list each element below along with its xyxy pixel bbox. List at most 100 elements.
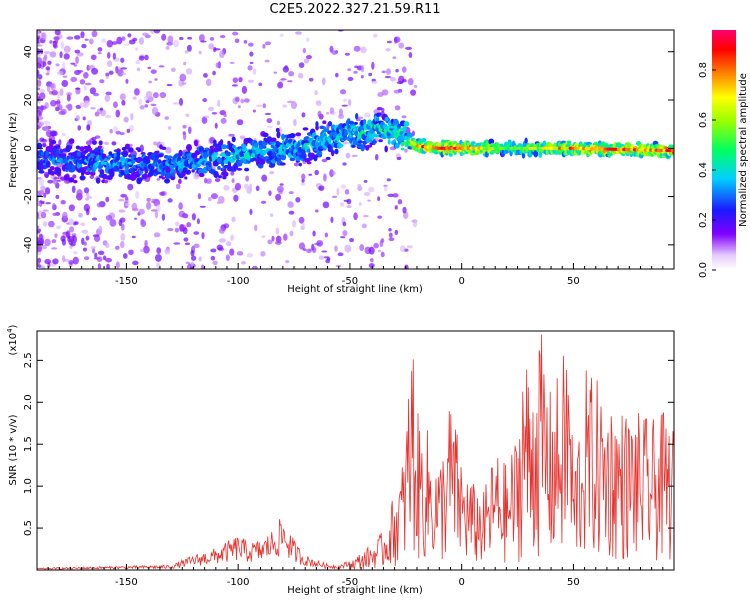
spectrogram-noise-blob xyxy=(37,231,41,234)
spectrogram-ridge-blob xyxy=(357,140,364,144)
spectrogram-noise-blob xyxy=(342,162,347,166)
spectrogram-noise-blob xyxy=(249,183,253,191)
spectrogram-noise-blob xyxy=(153,30,161,34)
spectrogram-ridge-blob xyxy=(398,135,404,142)
spectrogram-ridge-blob xyxy=(170,167,175,174)
spectrogram-noise-blob xyxy=(123,43,130,46)
spectrogram-noise-blob xyxy=(75,104,82,109)
spectrogram-noise-blob xyxy=(274,240,282,245)
spectrogram-ridge-blob xyxy=(295,144,299,150)
spectrogram-noise-blob xyxy=(72,235,77,244)
spectrogram-noise-blob xyxy=(233,194,239,202)
spectrogram-ridge-blob xyxy=(79,146,85,152)
spectrogram-noise-blob xyxy=(410,89,417,96)
spectrogram-noise-blob xyxy=(386,40,393,44)
spectrogram-noise-blob xyxy=(288,70,295,77)
spectrogram-noise-blob xyxy=(167,126,172,130)
spectrogram-ridge-blob xyxy=(45,160,51,168)
spectrogram-ridge-blob xyxy=(330,149,335,157)
spectrogram-ridge-blob xyxy=(214,178,221,183)
spectrogram-ridge-blob xyxy=(68,177,75,183)
spectrogram-noise-blob xyxy=(129,124,134,132)
spectrogram-noise-blob xyxy=(66,94,71,102)
spectrogram-noise-blob xyxy=(212,260,218,266)
spectrogram-noise-blob xyxy=(371,61,375,70)
spectrogram-noise-blob xyxy=(377,196,381,202)
spectrogram-noise-blob xyxy=(295,31,302,35)
spectrogram-noise-blob xyxy=(111,41,118,45)
spectrogram-noise-blob xyxy=(78,212,83,218)
spectrogram-noise-blob xyxy=(298,62,305,68)
spectrogram-noise-blob xyxy=(125,78,129,84)
spectrogram-noise-blob xyxy=(300,182,306,186)
spectrogram-ridge-blob xyxy=(91,140,97,145)
spectrogram-ridge-blob xyxy=(221,159,225,167)
spectrogram-noise-blob xyxy=(262,103,266,109)
spectrogram-noise-blob xyxy=(301,173,306,180)
spectrogram-noise-blob xyxy=(297,72,304,79)
spectrogram-noise-blob xyxy=(152,92,159,99)
spectrogram-noise-blob xyxy=(240,98,245,104)
spectrogram-noise-blob xyxy=(308,77,314,82)
spectrogram-noise-blob xyxy=(174,227,180,233)
spectrogram-noise-blob xyxy=(51,89,58,96)
spectrogram-noise-blob xyxy=(70,62,76,65)
spectrogram-ridge-blob xyxy=(72,174,77,179)
snr-frame xyxy=(36,330,675,571)
spectrogram-noise-blob xyxy=(89,175,95,180)
spectrogram-noise-blob xyxy=(109,129,113,134)
spectrogram-noise-blob xyxy=(60,235,66,242)
spectrogram-noise-blob xyxy=(380,251,385,258)
spectrogram-noise-blob xyxy=(266,118,273,124)
spectrogram-noise-blob xyxy=(49,40,53,44)
spectrogram-noise-blob xyxy=(353,70,358,74)
spectrogram-noise-blob xyxy=(118,209,123,213)
spectrogram-noise-blob xyxy=(40,244,48,250)
spectrogram-ridge-blob xyxy=(244,167,250,172)
spectrogram-ridge-blob xyxy=(271,151,278,158)
spectrogram-noise-blob xyxy=(85,100,91,107)
spectrogram-ridge-blob xyxy=(354,130,359,137)
spectrogram-noise-blob xyxy=(203,73,208,78)
spectrogram-noise-blob xyxy=(402,79,407,83)
spectrogram-noise-blob xyxy=(256,104,263,107)
spectrogram-noise-blob xyxy=(145,90,153,99)
spectrogram-noise-blob xyxy=(52,179,58,185)
spectrogram-ridge-blob xyxy=(384,145,388,153)
spectrogram-noise-blob xyxy=(264,112,272,116)
spectrogram-noise-blob xyxy=(216,244,224,251)
spectrogram-noise-blob xyxy=(292,220,296,228)
spectrogram-noise-blob xyxy=(368,262,375,269)
spectrogram-noise-blob xyxy=(210,255,216,261)
spectrogram-ridge-blob xyxy=(142,173,148,179)
spectrogram-ridge-blob xyxy=(315,121,319,128)
spectrogram-noise-blob xyxy=(338,114,345,119)
spectrogram-ridge-blob xyxy=(68,138,75,145)
spectrogram-ridge-blob xyxy=(185,143,192,152)
colorbar-tick-label: 0.2 xyxy=(698,212,709,228)
spectrogram-noise-blob xyxy=(119,240,125,249)
spectrogram-noise-blob xyxy=(62,211,68,220)
spectrogram-noise-blob xyxy=(318,255,325,260)
spectrogram-ridge-blob xyxy=(62,158,69,164)
spectrogram-ridge-blob xyxy=(345,119,350,127)
spectrogram-noise-blob xyxy=(186,44,192,52)
spectrogram-noise-blob xyxy=(277,81,284,89)
spectrogram-noise-blob xyxy=(144,104,149,108)
spectrogram-ridge-blob xyxy=(225,151,232,157)
spectrogram-noise-blob xyxy=(287,201,294,208)
spectrogram-noise-blob xyxy=(178,36,184,41)
spectrogram-noise-blob xyxy=(55,106,60,112)
spectrogram-noise-blob xyxy=(268,190,272,196)
spectrogram-noise-blob xyxy=(186,222,192,228)
spectrogram-ridge-blob xyxy=(73,179,78,184)
spectrogram-noise-blob xyxy=(190,255,197,261)
spectrogram-noise-blob xyxy=(249,208,253,216)
spectrogram-noise-blob xyxy=(54,30,61,36)
spectrogram-noise-blob xyxy=(201,116,208,124)
spectrogram-noise-blob xyxy=(51,247,58,250)
spectrogram-noise-blob xyxy=(284,65,289,70)
spectrogram-noise-blob xyxy=(404,264,409,269)
spectrogram-noise-blob xyxy=(323,173,327,182)
spectrogram-noise-blob xyxy=(97,250,105,256)
